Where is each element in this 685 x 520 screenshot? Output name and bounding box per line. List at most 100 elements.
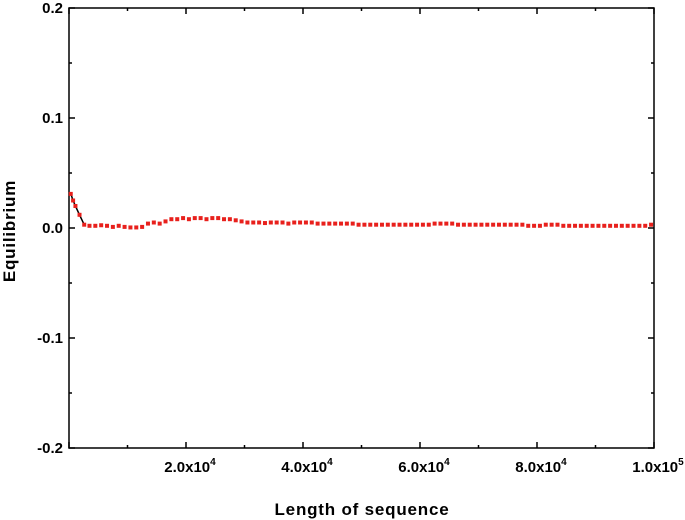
data-point [555, 222, 560, 227]
data-point [432, 221, 437, 226]
x-axis: 2.0x104 4.0x104 6.0x104 8.0x104 1.0x105 [68, 8, 684, 476]
data-point [251, 220, 256, 225]
data-point [543, 222, 548, 227]
data-point [239, 219, 244, 224]
data-point [426, 222, 431, 227]
y-tick-label: 0.1 [42, 110, 63, 127]
data-point [379, 222, 384, 227]
x-tick-exponent: 4 [327, 457, 333, 468]
data-point [192, 216, 197, 221]
data-point [280, 220, 285, 225]
data-point [204, 217, 209, 222]
data-point [578, 223, 583, 228]
data-point [169, 217, 174, 222]
data-point [163, 219, 168, 224]
data-point [321, 221, 326, 226]
x-tick-label: 2.0x104 [164, 457, 216, 476]
data-point [175, 217, 180, 222]
data-point [245, 220, 250, 225]
data-point [99, 223, 104, 228]
data-point [274, 220, 279, 225]
data-point [602, 223, 607, 228]
x-tick-exponent: 4 [210, 457, 216, 468]
data-point [186, 217, 191, 222]
data-point [561, 223, 566, 228]
data-point [456, 222, 461, 227]
x-tick-exponent: 5 [678, 457, 684, 468]
data-point [73, 204, 78, 208]
data-point [292, 220, 297, 225]
data-point [268, 220, 273, 225]
data-point [134, 225, 139, 230]
data-point [77, 212, 82, 217]
x-tick-exponent: 4 [561, 457, 567, 468]
data-point [71, 198, 76, 203]
data-point [350, 221, 355, 226]
data-point [438, 221, 443, 226]
data-point [262, 221, 267, 226]
data-point [157, 221, 162, 226]
data-point [257, 220, 262, 225]
x-axis-title: Length of sequence [275, 500, 450, 519]
data-point [327, 221, 332, 226]
x-tick-label: 1.0x105 [632, 457, 684, 476]
data-point [286, 221, 291, 226]
plot-border [68, 7, 655, 449]
x-tick-label: 6.0x104 [398, 457, 450, 476]
y-tick-label: 0.0 [42, 220, 63, 237]
data-point [537, 223, 542, 228]
data-point [385, 222, 390, 227]
data-point [198, 216, 203, 221]
data-point [93, 223, 98, 228]
data-point [409, 222, 414, 227]
data-point [637, 223, 642, 228]
data-point [473, 222, 478, 227]
data-point [344, 221, 349, 226]
data-point [374, 222, 379, 227]
y-tick-label: -0.1 [37, 330, 63, 347]
data-point [444, 221, 449, 226]
data-point [362, 222, 367, 227]
data-point [116, 223, 121, 228]
data-point [608, 223, 613, 228]
data-point [514, 222, 519, 227]
x-tick-mantissa: 6.0x10 [398, 459, 444, 476]
data-point [210, 216, 215, 221]
data-point [110, 224, 115, 229]
data-point [532, 223, 537, 228]
data-point [520, 222, 525, 227]
data-point [368, 222, 373, 227]
data-point [573, 223, 578, 228]
data-point [122, 224, 127, 229]
x-tick-mantissa: 2.0x10 [164, 459, 210, 476]
plot-frame [68, 7, 655, 449]
data-point [491, 222, 496, 227]
data-point [222, 217, 227, 222]
x-tick-label: 8.0x104 [515, 457, 567, 476]
series-points [68, 191, 654, 230]
data-point [420, 222, 425, 227]
data-point [450, 221, 455, 226]
x-tick-mantissa: 1.0x10 [632, 459, 678, 476]
data-point [105, 223, 110, 228]
data-point [403, 222, 408, 227]
data-point [584, 223, 589, 228]
data-point [391, 222, 396, 227]
y-axis: 0.2 0.1 0.0 -0.1 -0.2 [37, 0, 654, 457]
data-point [68, 191, 73, 196]
data-point [227, 217, 232, 222]
data-point [625, 223, 630, 228]
data-point [128, 225, 133, 230]
data-point [461, 222, 466, 227]
data-point [549, 222, 554, 227]
data-point [467, 222, 472, 227]
data-point [508, 222, 513, 227]
x-tick-label: 4.0x104 [281, 457, 333, 476]
data-point [356, 222, 361, 227]
data-point [233, 218, 238, 223]
data-point [315, 221, 320, 226]
data-point [333, 221, 338, 226]
data-point [87, 223, 92, 228]
data-point [151, 220, 156, 225]
x-tick-mantissa: 4.0x10 [281, 459, 327, 476]
